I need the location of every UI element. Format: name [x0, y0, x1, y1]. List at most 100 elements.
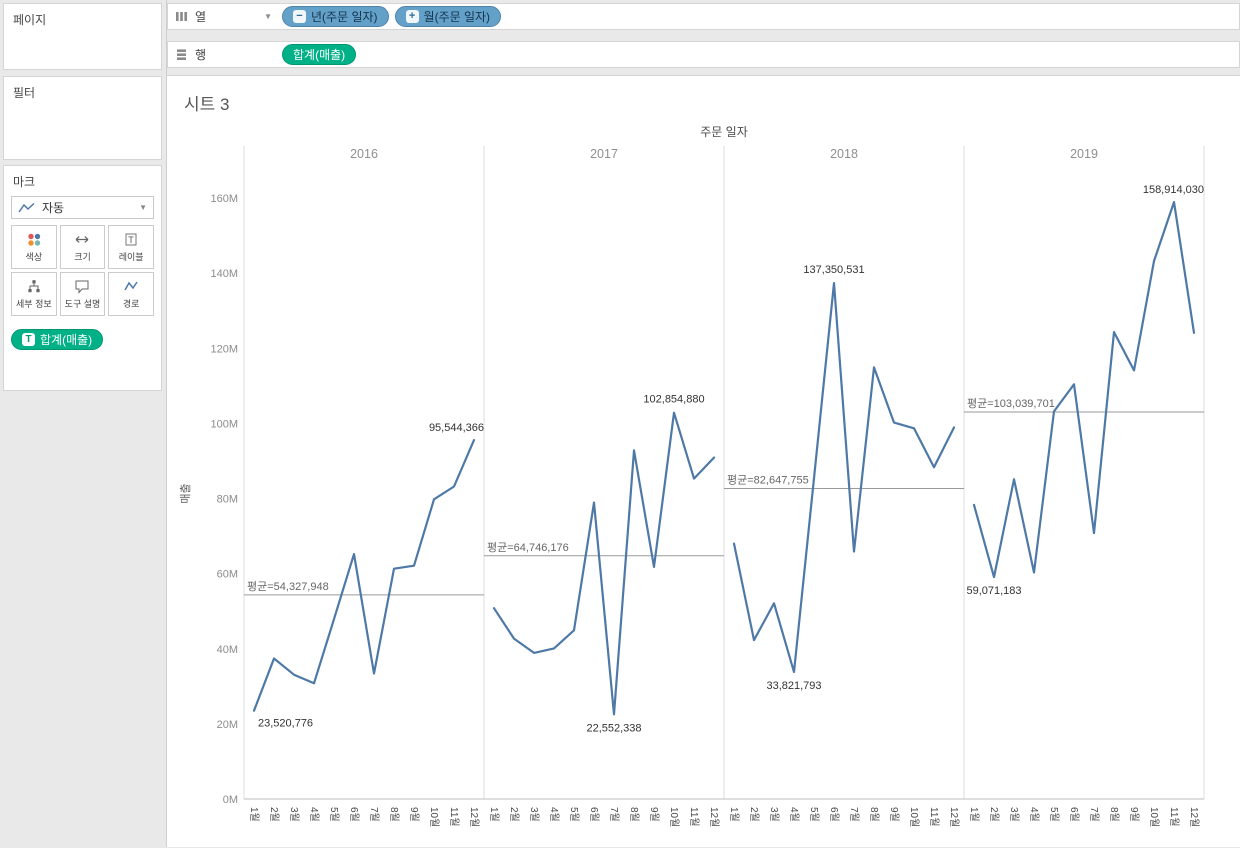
x-tick-label: 11월 [448, 807, 460, 827]
mark-button-label: 크기 [74, 251, 91, 262]
path-button[interactable]: 경로 [108, 272, 154, 316]
x-tick-label: 4월 [788, 807, 800, 822]
marks-pill-sum-sales[interactable]: T 합계(매출) [11, 329, 104, 350]
filters-shelf[interactable]: 필터 [3, 76, 162, 160]
x-tick-label: 5월 [1048, 807, 1060, 822]
chevron-down-icon[interactable]: ▼ [264, 12, 272, 21]
mark-label: 95,544,366 [429, 422, 484, 434]
x-tick-label: 12월 [468, 807, 480, 827]
rows-shelf-label: 행 [168, 42, 279, 67]
marks-pill-row: T 합계(매출) [11, 329, 154, 350]
pill-year-order-date[interactable]: − 년(주문 일자) [282, 6, 389, 27]
detail-button[interactable]: 세부 정보 [11, 272, 57, 316]
x-tick-label: 5월 [808, 807, 820, 822]
pill-month-order-date[interactable]: + 월(주문 일자) [394, 6, 502, 27]
x-tick-label: 10월 [668, 807, 680, 827]
x-tick-label: 11월 [688, 807, 700, 827]
average-line-label: 평균=82,647,755 [727, 474, 809, 487]
average-line-label: 평균=54,327,948 [247, 580, 329, 593]
line-chart-icon [18, 202, 36, 214]
x-tick-label: 6월 [348, 807, 360, 822]
y-tick-label: 0M [223, 794, 238, 806]
pages-title: 페이지 [13, 13, 47, 27]
sales-line-2017[interactable] [492, 411, 716, 716]
x-tick-label: 7월 [368, 807, 380, 822]
pages-shelf[interactable]: 페이지 [3, 3, 162, 70]
x-tick-label: 9월 [1128, 807, 1140, 822]
color-icon [26, 232, 42, 247]
x-tick-label: 12월 [1188, 807, 1200, 827]
y-tick-label: 100M [210, 418, 238, 430]
sales-line-2018[interactable] [732, 282, 956, 674]
x-tick-label: 10월 [908, 807, 920, 827]
x-tick-label: 8월 [388, 807, 400, 822]
pill-label: 합계(매출) [293, 48, 346, 62]
x-tick-label: 9월 [408, 807, 420, 822]
x-tick-label: 2월 [748, 807, 760, 822]
y-tick-label: 140M [210, 268, 238, 280]
chevron-down-icon: ▼ [139, 203, 147, 212]
x-tick-label: 9월 [648, 807, 660, 822]
x-tick-label: 8월 [628, 807, 640, 822]
label-button[interactable]: T 레이블 [108, 225, 154, 269]
x-tick-label: 8월 [868, 807, 880, 822]
chart-field-header: 주문 일자 [700, 125, 748, 139]
sheet-title: 시트 3 [184, 95, 230, 114]
x-tick-label: 9월 [888, 807, 900, 822]
x-tick-label: 12월 [708, 807, 720, 827]
x-tick-label: 2월 [508, 807, 520, 822]
x-tick-label: 4월 [308, 807, 320, 822]
y-tick-label: 60M [217, 569, 238, 581]
x-tick-label: 2월 [988, 807, 1000, 822]
y-tick-label: 20M [217, 719, 238, 731]
x-tick-label: 3월 [288, 807, 300, 822]
year-header[interactable]: 2016 [350, 147, 378, 161]
x-tick-label: 5월 [568, 807, 580, 822]
mark-button-label: 도구 설명 [64, 298, 101, 309]
x-tick-label: 11월 [1168, 807, 1180, 827]
x-tick-label: 5월 [328, 807, 340, 822]
size-icon [74, 232, 90, 247]
mark-label: 137,350,531 [803, 264, 864, 276]
pill-sum-sales[interactable]: 합계(매출) [282, 44, 357, 65]
year-header[interactable]: 2017 [590, 147, 618, 161]
sales-line-2019[interactable] [972, 200, 1196, 579]
sales-line-2016[interactable] [252, 439, 476, 712]
mark-type-dropdown[interactable]: 자동 ▼ [11, 196, 154, 219]
size-button[interactable]: 크기 [59, 225, 106, 269]
pill-label: 합계(매출) [40, 333, 93, 347]
color-button[interactable]: 색상 [11, 225, 57, 269]
tooltip-icon [74, 279, 90, 294]
x-tick-label: 1월 [488, 807, 500, 822]
x-tick-label: 6월 [588, 807, 600, 822]
mark-button-label: 세부 정보 [16, 298, 52, 309]
columns-icon [175, 10, 188, 23]
mark-label: 22,552,338 [586, 722, 641, 734]
columns-shelf-text: 열 [195, 10, 207, 24]
pill-label: 월(주문 일자) [423, 10, 491, 24]
x-tick-label: 10월 [1148, 807, 1160, 827]
svg-text:T: T [128, 234, 134, 244]
rows-pill-area: 합계(매출) [279, 44, 1239, 65]
y-tick-label: 160M [210, 193, 238, 205]
x-tick-label: 6월 [1068, 807, 1080, 822]
columns-shelf[interactable]: 열 ▼ − 년(주문 일자) + 월(주문 일자) [167, 3, 1240, 30]
left-sidebar: 페이지 필터 마크 자동 ▼ 색상 크기 T 레이블 세부 정보 도구 설명 경로 T 합계(… [0, 0, 167, 847]
x-tick-label: 2월 [268, 807, 280, 822]
x-tick-label: 1월 [248, 807, 260, 822]
x-tick-label: 8월 [1108, 807, 1120, 822]
columns-shelf-label: 열 ▼ [168, 4, 279, 29]
columns-pill-area: − 년(주문 일자) + 월(주문 일자) [279, 6, 1239, 27]
x-tick-label: 7월 [1088, 807, 1100, 822]
tooltip-button[interactable]: 도구 설명 [59, 272, 106, 316]
rows-shelf[interactable]: 행 합계(매출) [167, 41, 1240, 68]
average-line-label: 평균=64,746,176 [487, 541, 569, 554]
chart: 주문 일자 0M 20M 40M 60M 80M 100M 120M 140M 160M 매출 201… [179, 125, 1205, 827]
average-line-label: 평균=103,039,701 [967, 397, 1055, 410]
plus-box-icon: + [405, 10, 419, 23]
year-header[interactable]: 2018 [830, 147, 858, 161]
x-tick-label: 4월 [548, 807, 560, 822]
mark-label: 59,071,183 [966, 585, 1021, 597]
marks-card: 마크 자동 ▼ 색상 크기 T 레이블 세부 정보 도구 설명 경로 T 합계(매출) [3, 165, 162, 391]
year-header[interactable]: 2019 [1070, 147, 1098, 161]
